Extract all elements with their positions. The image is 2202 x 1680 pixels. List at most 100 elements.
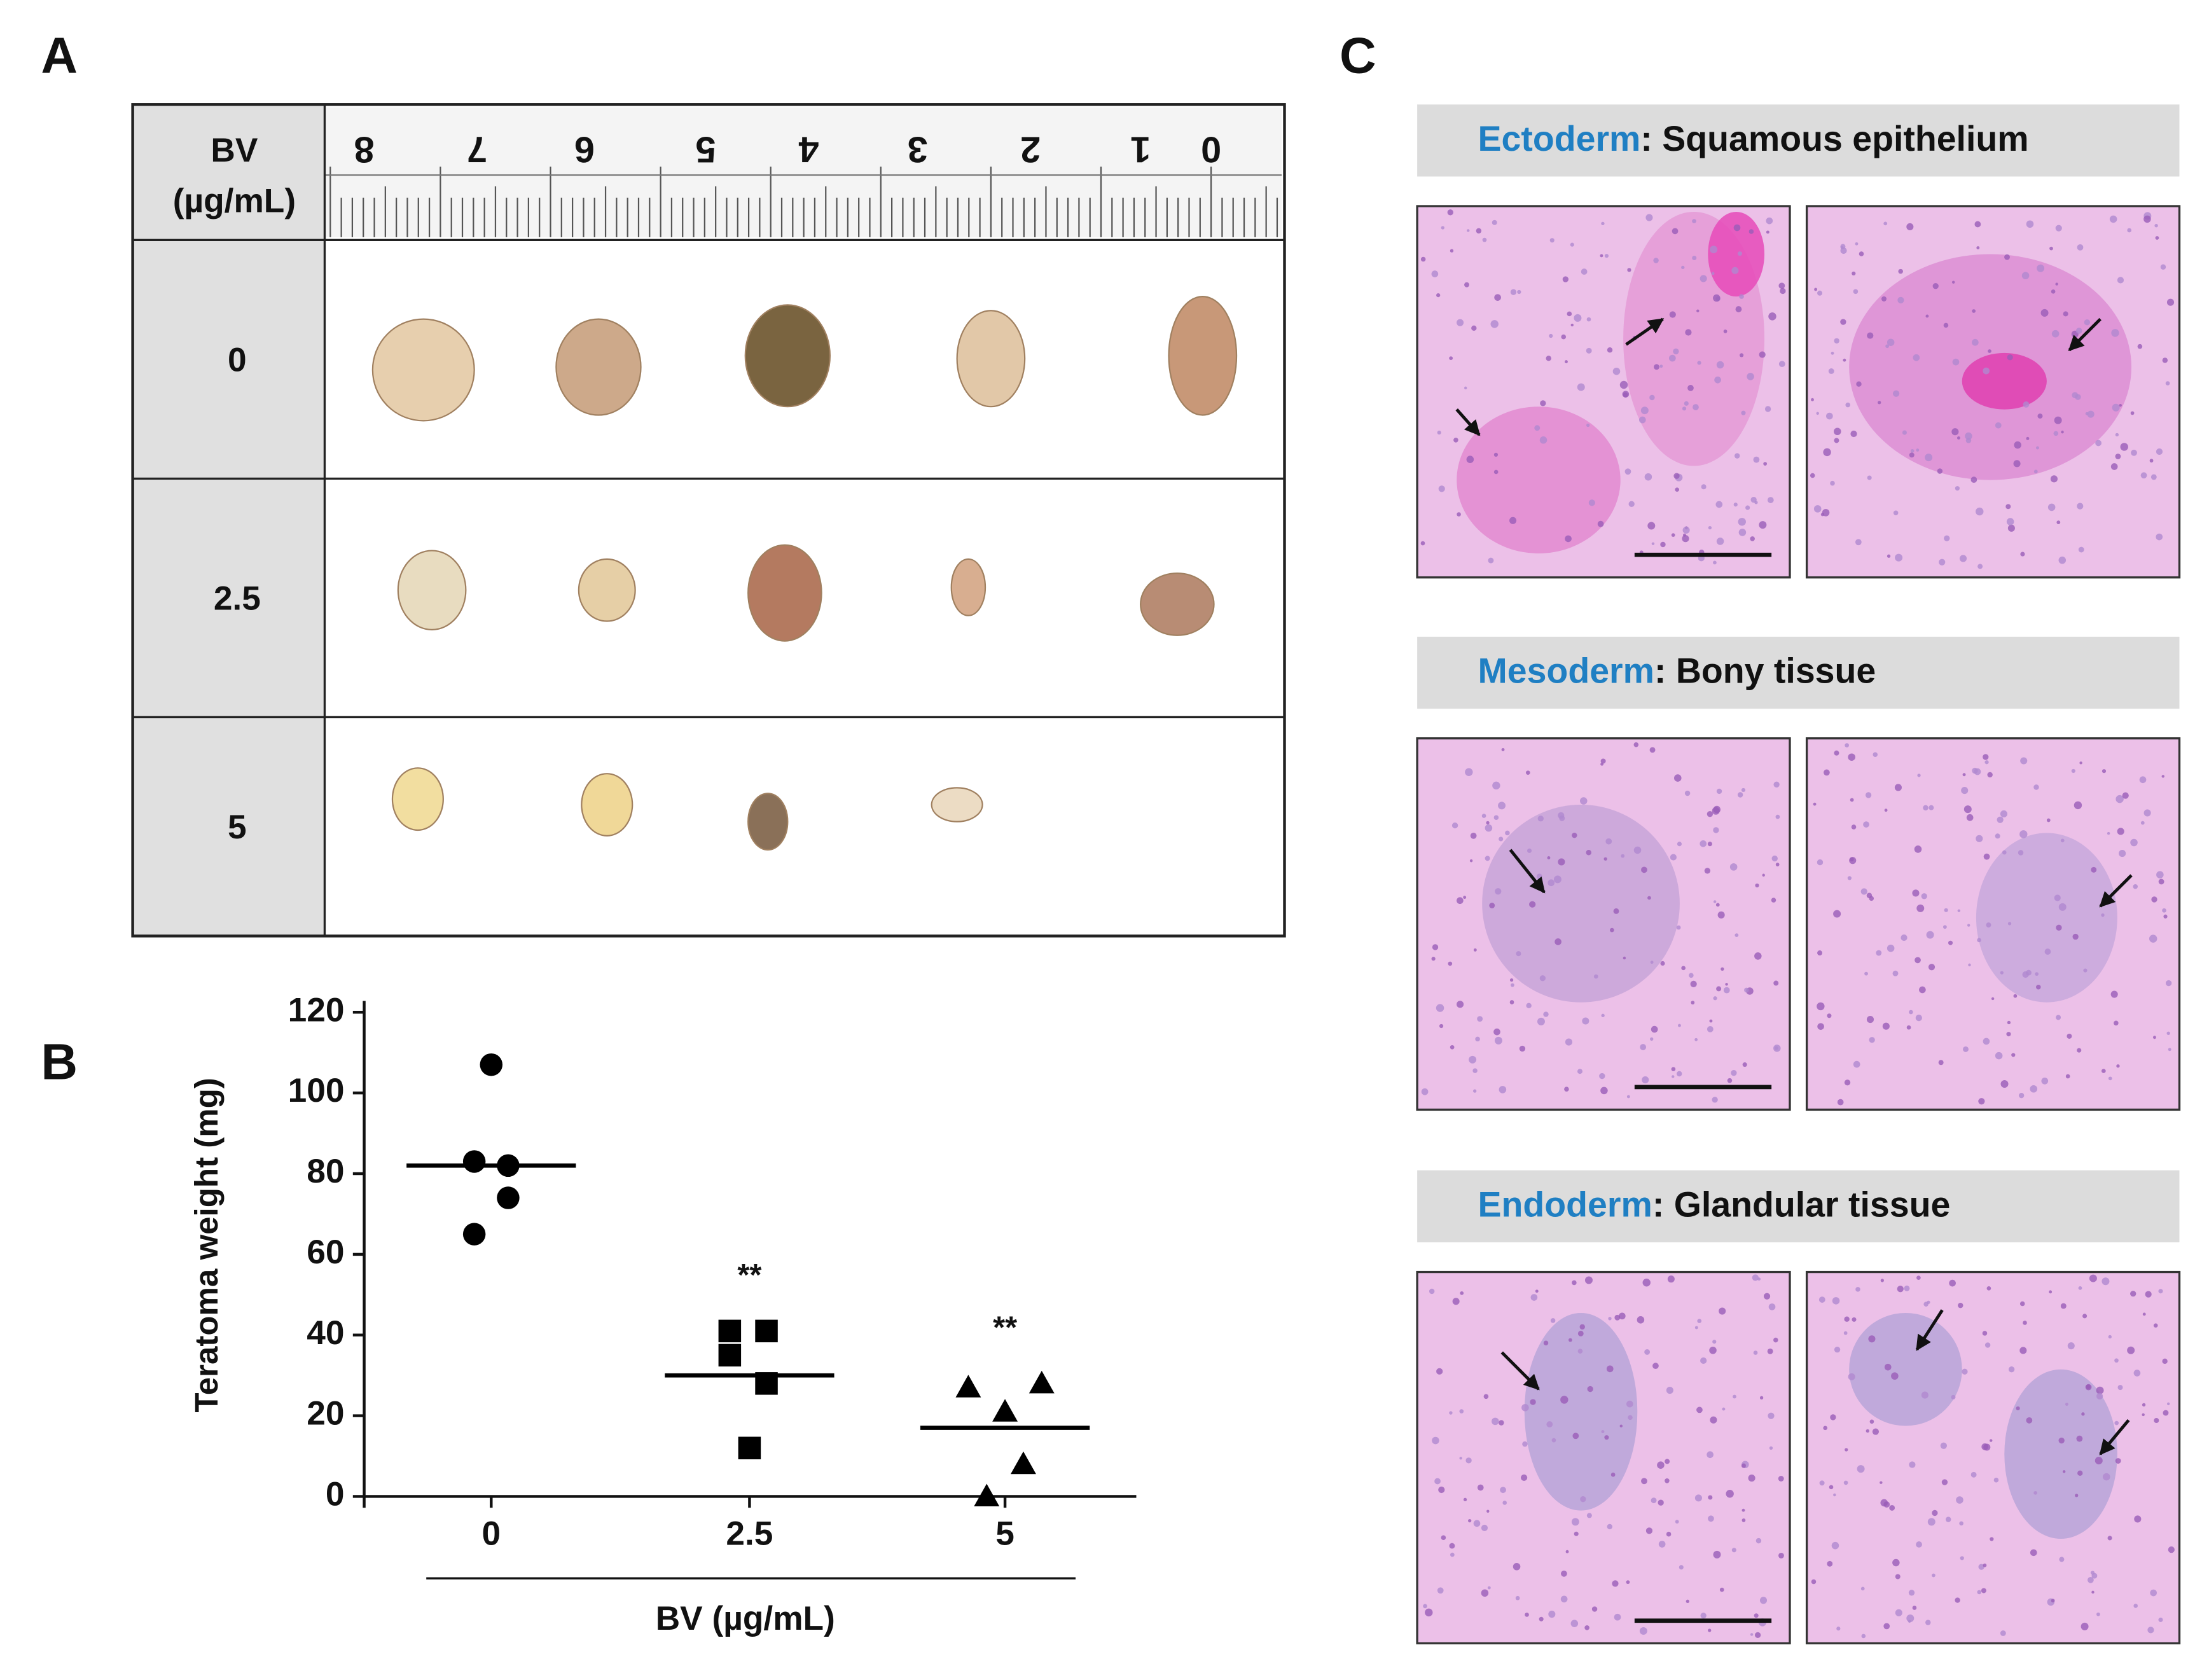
nucleus [1892, 970, 1899, 976]
nucleus [1949, 1279, 1956, 1287]
nucleus [2081, 1622, 2089, 1630]
header: BV [211, 132, 258, 169]
nucleus [1840, 319, 1846, 325]
nucleus [1610, 927, 1614, 933]
nucleus [1713, 560, 1717, 565]
nucleus [2000, 1080, 2009, 1088]
nucleus [1441, 1535, 1446, 1541]
nucleus [1938, 1060, 1944, 1066]
nucleus [1893, 510, 1899, 516]
nucleus [1539, 1616, 1544, 1621]
nucleus [1519, 1045, 1526, 1052]
nucleus [1759, 351, 1766, 358]
nucleus [1441, 226, 1444, 230]
nucleus [1550, 1318, 1556, 1323]
nucleus [1517, 289, 1521, 295]
nucleus [1827, 1013, 1832, 1018]
nucleus [1581, 268, 1588, 275]
nucleus [1464, 282, 1469, 288]
nucleus [1438, 485, 1445, 492]
germ-layer: Endoderm [1478, 1184, 1652, 1224]
nucleus [2062, 1470, 2066, 1473]
nucleus [1908, 1620, 1911, 1623]
nucleus [1601, 1430, 1605, 1434]
nucleus [1993, 1477, 1999, 1483]
nucleus [2143, 809, 2151, 817]
nucleus [1711, 272, 1715, 275]
point [718, 1319, 742, 1343]
tissue-feature [1849, 1312, 1962, 1426]
nucleus [1768, 312, 1776, 321]
germ-layer: Mesoderm [1478, 651, 1654, 690]
nucleus [2053, 431, 2059, 436]
nucleus [1645, 214, 1653, 221]
y-tick-label: 100 [288, 1072, 345, 1109]
nucleus [1457, 897, 1464, 905]
nucleus [1738, 518, 1746, 526]
nucleus [1586, 347, 1592, 354]
nucleus [1771, 898, 1776, 903]
nucleus [1665, 1459, 1670, 1464]
germ-layer: Ectoderm [1478, 119, 1641, 158]
nucleus [1565, 1038, 1573, 1046]
nucleus [2047, 503, 2056, 511]
nucleus [2102, 1473, 2110, 1481]
teratoma [581, 773, 634, 837]
nucleus [1565, 1550, 1569, 1553]
nucleus [1901, 934, 1908, 941]
nucleus [1873, 752, 1878, 758]
nucleus [2061, 430, 2064, 434]
nucleus [2149, 459, 2154, 463]
nucleus [2076, 1435, 2083, 1442]
nucleus [1651, 1497, 1657, 1504]
panel-label: A [41, 27, 78, 83]
nucleus [1859, 251, 1864, 256]
nucleus [1884, 809, 1888, 812]
nucleus [1579, 1324, 1585, 1330]
nucleus [2152, 1036, 2156, 1039]
nucleus [1437, 430, 1441, 435]
nucleus [2101, 1069, 2106, 1073]
nucleus [2030, 1549, 2037, 1557]
nucleus [1624, 468, 1631, 475]
nucleus [1652, 1363, 1659, 1370]
nucleus [1481, 1524, 1488, 1532]
teratoma [371, 318, 475, 422]
nucleus [1477, 1484, 1484, 1491]
nucleus [1977, 938, 1981, 943]
nucleus [1493, 1028, 1500, 1036]
y-tick-label: 20 [307, 1395, 344, 1433]
nucleus [1906, 1614, 1915, 1622]
nucleus [1471, 325, 1477, 331]
nucleus [1962, 1368, 1968, 1375]
nucleus [1768, 1412, 1775, 1419]
nucleus [1912, 889, 1920, 897]
nucleus [1511, 983, 1514, 987]
nucleus [1432, 1436, 1439, 1445]
nucleus [1965, 432, 1972, 440]
nucleus [1460, 1291, 1464, 1295]
nucleus [1515, 1595, 1520, 1600]
nucleus [2143, 215, 2151, 223]
nucleus [1984, 760, 1989, 765]
tissue: : Glandular tissue [1652, 1184, 1951, 1224]
nucleus [1677, 842, 1682, 847]
nucleus [1915, 1015, 1922, 1022]
nucleus [1604, 254, 1609, 258]
nucleus [1694, 1038, 1698, 1041]
nucleus [2096, 1392, 2103, 1399]
nucleus [1537, 1017, 1545, 1025]
nucleus [1505, 830, 1510, 836]
y-tick-label: 0 [326, 1476, 345, 1513]
nucleus [1499, 837, 1504, 842]
nucleus [1449, 1543, 1455, 1549]
nucleus [2156, 533, 2163, 541]
panel-a: BV (µg/mL) 8 7 6 5 4 3 2 1 0 0 2.5 5 [131, 103, 1286, 938]
nucleus [1667, 1275, 1675, 1283]
nucleus [2008, 1366, 2015, 1373]
nucleus [1644, 1349, 1651, 1355]
nucleus [1614, 1613, 1621, 1621]
nucleus [2060, 838, 2065, 843]
nucleus [1637, 1316, 1645, 1324]
nucleus [1731, 1070, 1737, 1076]
